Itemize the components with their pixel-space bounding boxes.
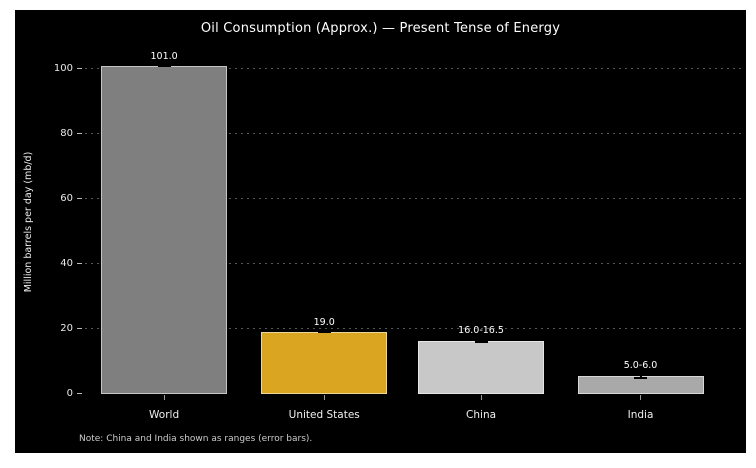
y-tick-label-60: 60 — [60, 193, 73, 205]
bar-value-label-world: 101.0 — [150, 51, 178, 63]
y-tick-label-40: 40 — [60, 258, 73, 270]
y-tick-label-100: 100 — [53, 63, 73, 75]
y-axis-label: Million barrels per day (mb/d) — [23, 151, 34, 293]
error-cap-united-states — [317, 331, 331, 334]
x-tick-label-world: World — [149, 409, 180, 421]
chart-title: Oil Consumption (Approx.) — Present Tens… — [200, 21, 561, 36]
bar-india — [577, 376, 704, 394]
gridline-40 — [85, 263, 744, 265]
bar-value-label-china: 16.0-16.5 — [458, 325, 504, 337]
error-cap-india — [634, 373, 648, 376]
error-cap-china — [474, 339, 488, 342]
y-tick-label-0: 0 — [66, 388, 73, 399]
error-cap-world — [157, 65, 171, 68]
y-tick-mark-20 — [77, 328, 82, 330]
x-tick-label-united-states: United States — [288, 409, 360, 421]
bar-china — [418, 341, 545, 394]
bar-value-label-united-states: 19.0 — [313, 317, 335, 329]
y-tick-label-20: 20 — [60, 323, 73, 335]
x-tick-label-china: China — [466, 409, 497, 421]
bar-world — [101, 66, 228, 394]
error-cap-china — [474, 341, 488, 344]
plot-area: 0 20 40 60 80 100 101.0 World 19.0 United States 1… — [54, 50, 744, 421]
chart-note: Note: China and India shown as ranges (e… — [79, 434, 313, 444]
x-tick-mark-united-states — [323, 395, 325, 400]
error-bar-india — [639, 374, 642, 378]
error-cap-india — [634, 376, 648, 379]
x-tick-label-india: India — [627, 409, 654, 421]
y-tick-mark-100 — [77, 68, 82, 70]
gridline-80 — [85, 133, 744, 135]
x-tick-mark-china — [480, 395, 482, 400]
y-tick-mark-60 — [77, 198, 82, 200]
chart-figure: Oil Consumption (Approx.) — Present Tens… — [15, 10, 746, 453]
gridline-20 — [85, 328, 744, 330]
y-tick-label-80: 80 — [60, 128, 73, 140]
y-tick-mark-80 — [77, 133, 82, 135]
y-tick-mark-0 — [77, 393, 82, 394]
y-tick-mark-40 — [77, 263, 82, 265]
x-tick-mark-world — [163, 395, 165, 400]
x-tick-mark-india — [640, 395, 642, 400]
bar-value-label-india: 5.0-6.0 — [623, 359, 658, 371]
gridline-100 — [85, 68, 744, 70]
bar-united-states — [261, 332, 388, 394]
gridline-60 — [85, 198, 744, 200]
